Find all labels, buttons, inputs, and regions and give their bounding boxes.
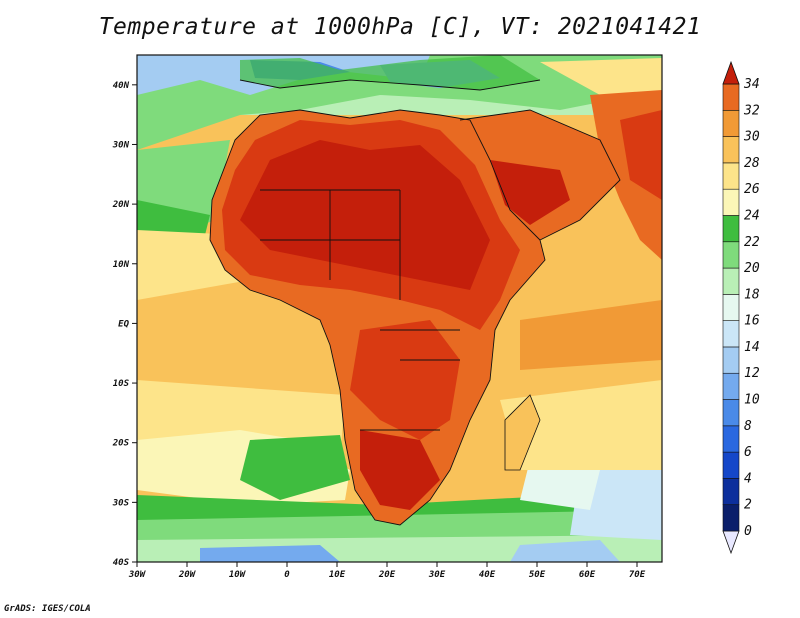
colorbar-box [722,294,740,321]
colorbar-label: 4 [744,471,752,486]
colorbar-box [722,136,740,164]
colorbar-box [722,162,740,190]
colorbar-label: 28 [744,156,760,171]
lat-tick-label: 10N [113,260,130,270]
lon-tick-label: 30W [128,570,147,580]
lon-tick-label: 20E [378,570,396,580]
lon-tick-label: 10W [229,570,247,580]
colorbar-label: 14 [744,340,760,355]
colorbar-label: 26 [744,182,760,197]
lon-tick-label: 70E [629,570,646,580]
colorbar-label: 30 [743,130,760,145]
colorbar-label: 8 [744,419,752,434]
plot-frame [136,54,663,563]
lat-tick-label: 40N [113,81,130,91]
map-title: Temperature at 1000hPa [C], VT: 20210414… [98,14,702,40]
coastlines [209,79,621,526]
lat-tick-label: 40S [113,558,130,568]
lat-tick-label: 30N [112,140,130,150]
colorbar-box [722,109,740,137]
colorbar-label: 24 [744,208,760,223]
colorbar-label: 20 [744,261,760,276]
colorbar-label: 12 [744,366,760,381]
colorbar-box [722,504,740,532]
latitude-axis: 40N 30N 20N 10N EQ 10S 20S 30S 40S [112,81,137,568]
lon-tick-label: 20W [178,570,197,580]
colorbar-label: 34 [743,77,760,92]
lat-tick-label: EQ [118,319,129,329]
colorbar-box [722,241,740,269]
lat-tick-label: 20N [112,200,130,210]
colorbar-label: 2 [744,498,752,513]
lon-tick-label: 0 [284,570,290,580]
colorbar-box [722,267,740,295]
lon-tick-label: 40E [479,570,496,580]
colorbar-box [722,83,740,111]
lat-tick-label: 10S [113,379,130,389]
colorbar-box [722,451,740,479]
lon-tick-label: 50E [529,570,546,580]
colorbar-label: 32 [743,103,760,118]
lat-tick-label: 30S [112,498,130,508]
colorbar-label: 16 [744,314,760,329]
colorbar-label: 22 [744,235,760,250]
colorbar-label: 10 [744,393,760,408]
credit-text: GrADS: IGES/COLA [4,604,91,614]
colorbar-box [722,188,740,216]
colorbar-min-arrow [722,530,740,555]
lat-tick-label: 20S [112,439,130,449]
colorbar-box [722,478,740,506]
colorbar-box [722,425,740,453]
colorbar-box [722,215,740,243]
colorbar-max-arrow [722,60,740,85]
lon-tick-label: 60E [579,570,596,580]
colorbar-box [722,320,740,348]
temperature-field [137,55,662,562]
colorbar-box [722,372,740,400]
longitude-axis: 30W 20W 10W 0 10E 20E 30E 40E 50E 60E 70E [128,562,646,580]
colorbar-label: 0 [744,524,752,539]
colorbar-box [722,399,740,427]
lon-tick-label: 10E [329,570,346,580]
lon-tick-label: 30E [428,570,446,580]
colorbar-label: 18 [744,287,760,302]
colorbar-label: 6 [744,445,752,460]
colorbar-box [722,346,740,374]
